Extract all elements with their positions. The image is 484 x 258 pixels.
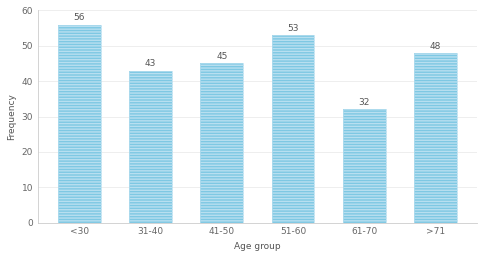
Text: 45: 45 — [216, 52, 227, 61]
Bar — [414, 53, 457, 223]
Bar — [129, 71, 172, 223]
Bar — [129, 71, 172, 223]
Y-axis label: Frequency: Frequency — [7, 93, 16, 140]
Bar — [58, 25, 101, 223]
Text: 48: 48 — [430, 42, 441, 51]
Text: 56: 56 — [74, 13, 85, 22]
Bar — [343, 109, 386, 223]
Bar — [272, 35, 315, 223]
X-axis label: Age group: Age group — [234, 242, 281, 251]
Bar — [200, 63, 243, 223]
Text: 53: 53 — [287, 24, 299, 33]
Bar — [58, 25, 101, 223]
Bar — [200, 63, 243, 223]
Text: 43: 43 — [145, 59, 156, 68]
Text: 32: 32 — [359, 98, 370, 107]
Bar — [272, 35, 315, 223]
Bar — [414, 53, 457, 223]
Bar — [343, 109, 386, 223]
